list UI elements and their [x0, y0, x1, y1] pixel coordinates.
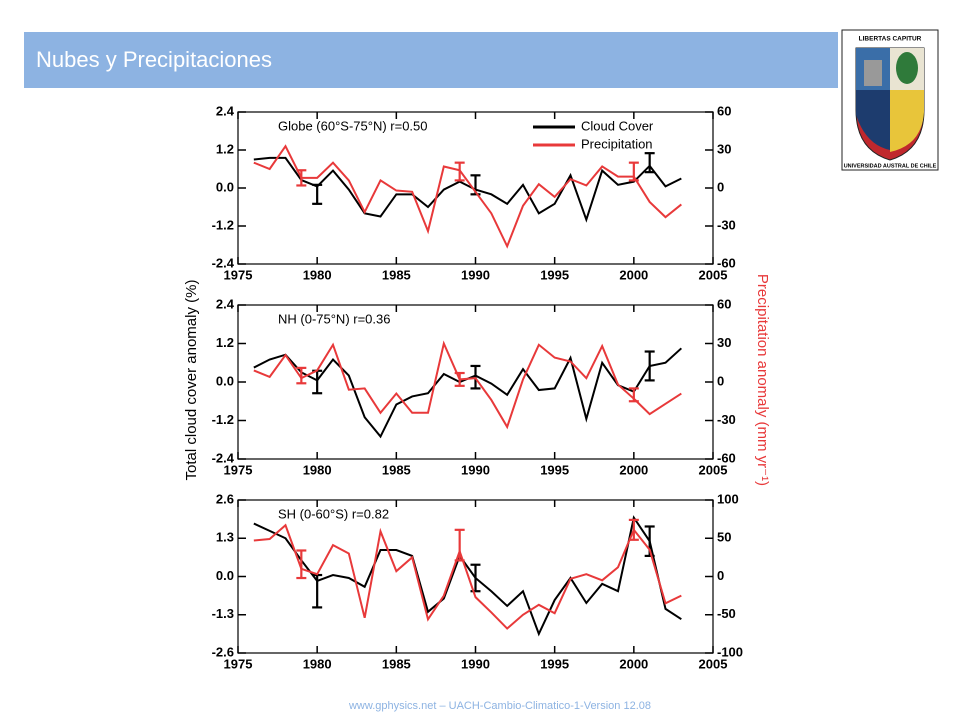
x-tick-label: 1980	[303, 462, 332, 477]
y2-tick-label: 30	[717, 141, 731, 156]
error-bar	[644, 350, 655, 382]
y-tick-label: 2.6	[216, 491, 234, 506]
x-tick-label: 1980	[303, 267, 332, 282]
x-tick-label: 1995	[540, 267, 569, 282]
x-tick-label: 1995	[540, 656, 569, 671]
logo: LIBERTAS CAPITUR UNIVERSIDAD AUSTRAL DE …	[841, 29, 939, 171]
y-tick-label: 2.4	[216, 296, 235, 311]
y-tick-label: 1.3	[216, 530, 234, 545]
error-bar	[312, 183, 323, 205]
x-tick-label: 1985	[382, 656, 411, 671]
logo-quarter	[890, 90, 924, 152]
y2-tick-label: 30	[717, 335, 731, 350]
logo-quarter	[856, 90, 890, 150]
y2-tick-label: 100	[717, 491, 739, 506]
error-bar	[296, 169, 307, 187]
y2-tick-label: 0	[717, 373, 724, 388]
y2-tick-label: -60	[717, 450, 736, 465]
error-bar	[454, 371, 465, 387]
error-bar	[296, 366, 307, 385]
logo-tree	[896, 52, 918, 84]
series-line	[253, 340, 682, 430]
x-tick-label: 1995	[540, 462, 569, 477]
logo-name: UNIVERSIDAD AUSTRAL DE CHILE	[844, 163, 937, 169]
error-bar	[454, 528, 465, 562]
x-tick-label: 1990	[461, 267, 490, 282]
y2-tick-label: -60	[717, 255, 736, 270]
x-tick-label: 1980	[303, 656, 332, 671]
logo-tower	[864, 60, 882, 86]
series-line	[253, 144, 682, 249]
x-tick-label: 2005	[699, 656, 728, 671]
x-tick-label: 1975	[224, 656, 253, 671]
legend-label: Cloud Cover	[581, 118, 654, 133]
slide-title: Nubes y Precipitaciones	[36, 47, 272, 72]
logo-motto: LIBERTAS CAPITUR	[859, 36, 922, 43]
y2-tick-label: -30	[717, 412, 736, 427]
x-tick-label: 1985	[382, 462, 411, 477]
plot-frame	[237, 499, 714, 654]
chart-title: SH (0-60°S) r=0.82	[278, 506, 389, 521]
y2-tick-label: -30	[717, 217, 736, 232]
y-tick-label: 2.4	[216, 103, 235, 118]
error-bar	[470, 563, 481, 593]
y-tick-label: -2.6	[212, 644, 234, 659]
error-bar	[454, 161, 465, 182]
error-bar	[296, 549, 307, 580]
y-tick-label: 0.0	[216, 373, 234, 388]
error-bar	[628, 161, 639, 182]
series-line	[253, 523, 682, 630]
y2-tick-label: 0	[717, 568, 724, 583]
x-tick-label: 2000	[619, 656, 648, 671]
x-tick-label: 2005	[699, 267, 728, 282]
x-tick-label: 2000	[619, 462, 648, 477]
x-tick-label: 1990	[461, 656, 490, 671]
error-bar	[628, 387, 639, 403]
chart-title: Globe (60°S-75°N) r=0.50	[278, 118, 428, 133]
y-tick-label: 1.2	[216, 141, 234, 156]
y-tick-label: -2.4	[212, 255, 235, 270]
y2-tick-label: 50	[717, 530, 731, 545]
y-tick-label: -1.2	[212, 217, 234, 232]
x-tick-label: 2000	[619, 267, 648, 282]
y-axis-label: Total cloud cover anomaly (%)	[183, 280, 200, 481]
y2-tick-label: -100	[717, 644, 743, 659]
x-tick-label: 1990	[461, 462, 490, 477]
y2-axis-label: Precipitation anomaly (mm yr⁻¹)	[754, 274, 771, 486]
x-tick-label: 1975	[224, 462, 253, 477]
y2-tick-label: 60	[717, 296, 731, 311]
y2-tick-label: 0	[717, 179, 724, 194]
y-tick-label: 1.2	[216, 335, 234, 350]
error-bar	[628, 518, 639, 541]
y-tick-label: -2.4	[212, 450, 235, 465]
series-line	[253, 156, 682, 223]
plot-frame	[237, 304, 714, 460]
series-line	[253, 515, 682, 637]
footer: www.gphysics.net – UACH-Cambio-Climatico…	[348, 700, 651, 712]
y-tick-label: 0.0	[216, 568, 234, 583]
plot-frame	[237, 111, 714, 265]
x-tick-label: 2005	[699, 462, 728, 477]
legend-label: Precipitation	[581, 136, 653, 151]
error-bar	[644, 152, 655, 174]
y-tick-label: -1.3	[212, 606, 234, 621]
y2-tick-label: -50	[717, 606, 736, 621]
x-tick-label: 1985	[382, 267, 411, 282]
header-bar	[24, 32, 838, 88]
x-tick-label: 1975	[224, 267, 253, 282]
chart-title: NH (0-75°N) r=0.36	[278, 311, 391, 326]
y2-tick-label: 60	[717, 103, 731, 118]
y-tick-label: -1.2	[212, 412, 234, 427]
y-tick-label: 0.0	[216, 179, 234, 194]
